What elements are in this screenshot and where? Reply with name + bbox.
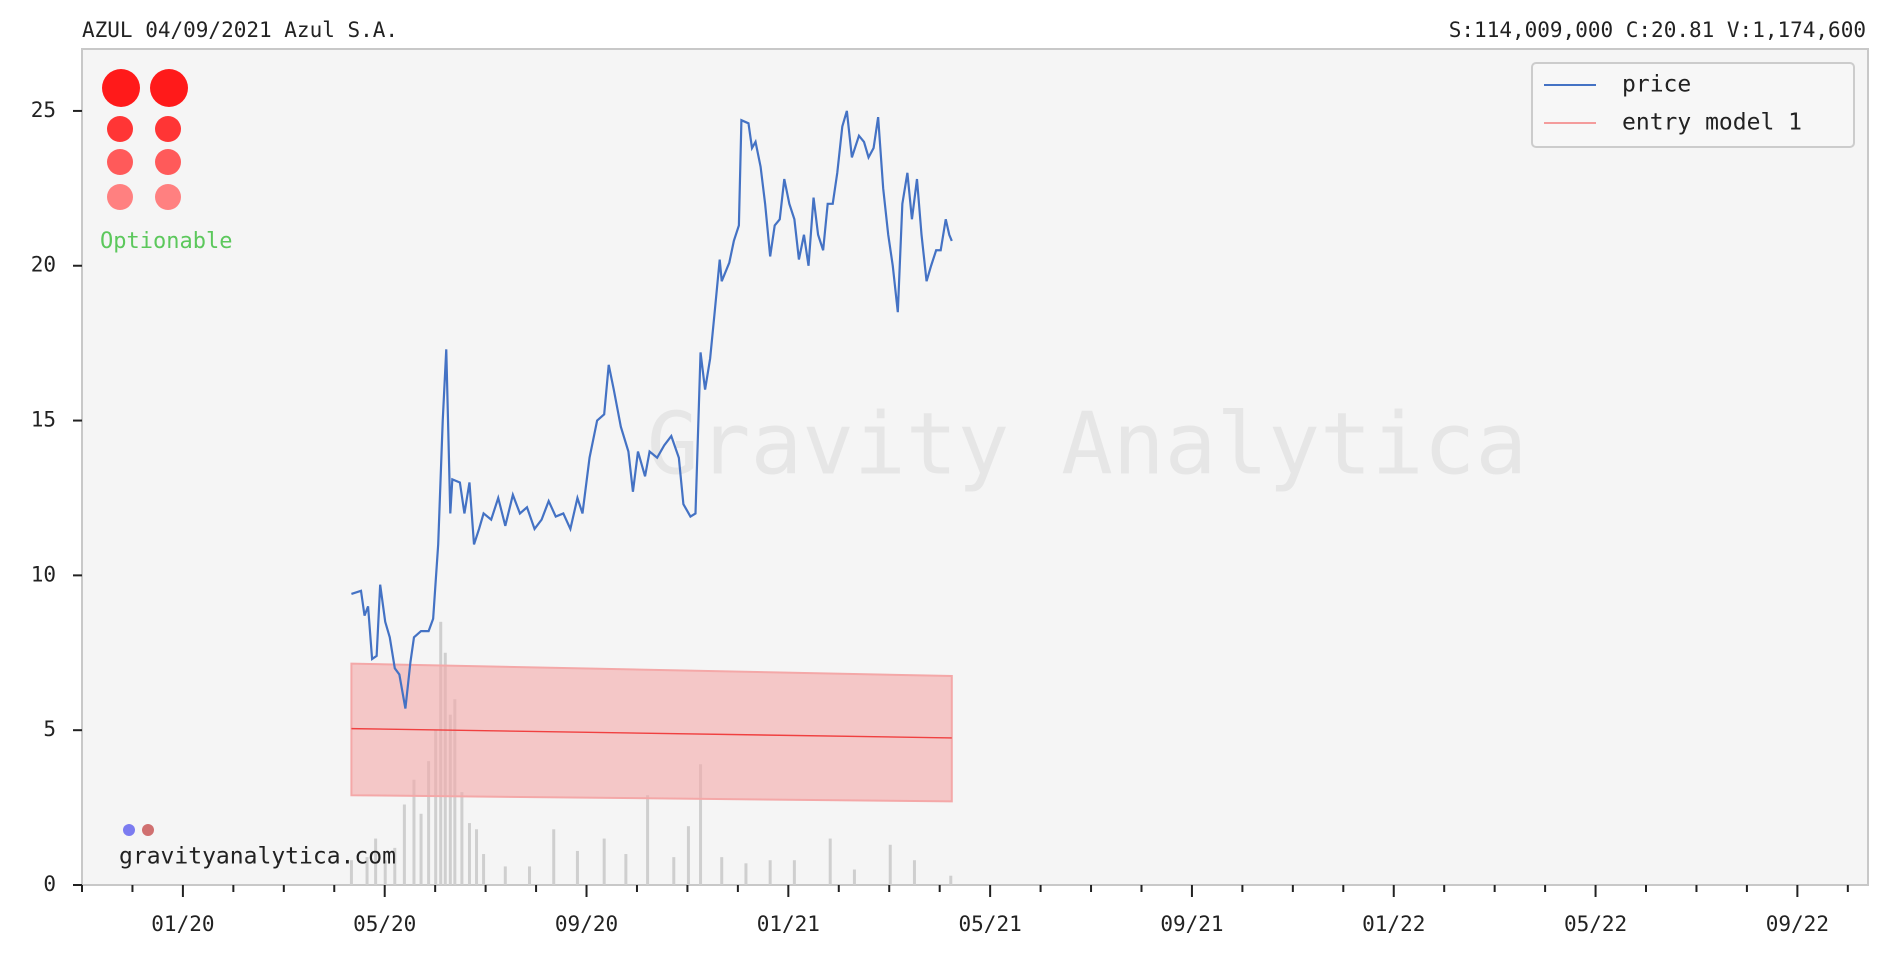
x-tick-label: 09/20 (555, 912, 618, 936)
volume-bar (475, 829, 479, 885)
x-tick-label: 05/22 (1564, 912, 1627, 936)
legend-label: entry model 1 (1622, 110, 1802, 136)
volume-bar (528, 866, 532, 885)
volume-bar (374, 838, 378, 885)
volume-bar (349, 860, 353, 885)
header-right: S:114,009,000 C:20.81 V:1,174,600 (1449, 18, 1866, 42)
volume-bar (792, 860, 796, 885)
volume-bar (720, 857, 724, 885)
x-tick-label: 01/20 (151, 912, 214, 936)
entry-band (350, 662, 953, 803)
volume-bar (434, 730, 438, 885)
footer: gravityanalytica.com (119, 844, 396, 870)
x-tick-label: 05/20 (353, 912, 416, 936)
data-layer (349, 110, 953, 885)
y-tick-label: 25 (31, 98, 56, 122)
volume-bar (888, 844, 892, 885)
volume-bar (624, 854, 628, 885)
volume-bar (672, 857, 676, 885)
volume-bar (852, 869, 856, 885)
x-tick-label: 09/21 (1160, 912, 1223, 936)
volume-bar (383, 860, 387, 885)
volume-bar (412, 779, 416, 885)
legend-label: price (1622, 72, 1691, 98)
logo-dot (142, 824, 154, 836)
x-tick-label: 01/21 (757, 912, 820, 936)
legend-box (1531, 62, 1855, 148)
volume-bar (602, 838, 606, 885)
volume-bar (467, 823, 471, 885)
logo-dot (123, 824, 135, 836)
volume-bar (686, 826, 690, 885)
volume-bar (552, 829, 556, 885)
y-tick-label: 20 (31, 253, 56, 277)
volume-bar (482, 854, 486, 885)
y-tick-label: 10 (31, 562, 56, 586)
volume-bar (448, 714, 452, 885)
volume-bar (699, 764, 703, 885)
volume-bar (427, 761, 431, 885)
y-tick-label: 15 (31, 408, 56, 432)
volume-bar (828, 838, 832, 885)
volume-bar (575, 850, 579, 885)
badge: Optionable (100, 229, 232, 254)
series-line (351, 727, 952, 739)
x-tick-label: 01/22 (1362, 912, 1425, 936)
volume-bar (646, 795, 650, 885)
series-line (351, 110, 953, 709)
volume-bar (460, 792, 464, 885)
y-tick-label: 5 (43, 717, 56, 741)
volume-bar (503, 866, 507, 885)
volume-bar (393, 847, 397, 885)
indicator-dots (102, 69, 188, 210)
watermark: Gravity Analytica (647, 394, 1527, 494)
volume-bar (912, 860, 916, 885)
volume-bar (768, 860, 772, 885)
header-left: AZUL 04/09/2021 Azul S.A. (82, 18, 398, 42)
volume-bar (402, 804, 406, 885)
x-tick-label: 05/21 (959, 912, 1022, 936)
x-tick-label: 09/22 (1766, 912, 1829, 936)
y-tick-label: 0 (43, 872, 56, 896)
volume-bar (949, 875, 953, 885)
volume-bar (365, 857, 369, 885)
volume-bar (744, 863, 748, 885)
volume-bar (419, 813, 423, 885)
